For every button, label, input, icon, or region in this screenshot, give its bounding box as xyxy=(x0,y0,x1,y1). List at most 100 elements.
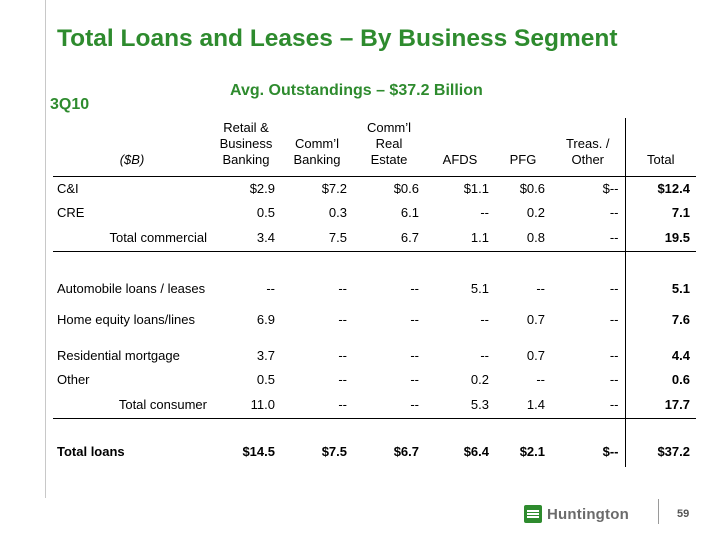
column-header-total: Total xyxy=(624,118,696,177)
table-cell: 1.4 xyxy=(495,391,551,419)
table-row-other: Other 0.5 -- -- 0.2 -- -- 0.6 xyxy=(53,367,696,392)
table-cell: -- xyxy=(338,348,347,364)
table-cell: 1.1 xyxy=(425,224,495,252)
huntington-logo: Huntington xyxy=(524,505,629,523)
left-divider-line xyxy=(45,0,46,498)
column-header-treas-other: Treas. / Other xyxy=(551,118,625,177)
total-cell: 17.7 xyxy=(624,391,696,419)
table-row-automobile: Automobile loans / leases -- -- -- 5.1 -… xyxy=(53,269,696,308)
table-cell: 0.3 xyxy=(328,205,347,221)
total-cell: 4.4 xyxy=(624,343,696,368)
table-cell: $2.1 xyxy=(519,444,545,460)
spacer-row xyxy=(53,418,696,437)
row-label: Residential mortgage xyxy=(57,348,180,364)
table-cell: -- xyxy=(609,281,619,297)
table-cell: -- xyxy=(609,348,619,364)
column-header-pfg: PFG xyxy=(495,118,551,177)
table-cell: 3.4 xyxy=(211,224,281,252)
page-number-divider xyxy=(658,499,659,524)
page-subtitle: Avg. Outstandings – $37.2 Billion xyxy=(230,82,483,99)
page-number: 59 xyxy=(677,508,690,520)
table-cell: 11.0 xyxy=(211,391,281,419)
table-cell: $0.6 xyxy=(393,181,419,197)
table-cell: -- xyxy=(353,391,425,419)
table-label-header: ($B) xyxy=(53,118,211,177)
row-label: Other xyxy=(57,372,90,388)
table-cell: 0.2 xyxy=(470,372,489,388)
table-row-residential-mortgage: Residential mortgage 3.7 -- -- -- 0.7 --… xyxy=(53,343,696,368)
table-cell: -- xyxy=(551,391,625,419)
table-cell: $6.7 xyxy=(393,444,419,460)
total-cell: 7.1 xyxy=(624,200,696,225)
table-cell: 0.7 xyxy=(526,348,545,364)
total-cell: $37.2 xyxy=(624,436,696,467)
column-header-comml-real-estate: Comm’l Real Estate xyxy=(353,118,425,177)
table-row-total-consumer: Total consumer 11.0 -- -- 5.3 1.4 -- 17.… xyxy=(53,391,696,419)
page-title: Total Loans and Leases – By Business Seg… xyxy=(57,25,618,52)
table-cell: 5.3 xyxy=(425,391,495,419)
table-cell: 0.5 xyxy=(256,205,275,221)
table-cell: $7.5 xyxy=(321,444,347,460)
row-label: CRE xyxy=(57,205,85,221)
table-cell: 7.5 xyxy=(281,224,353,252)
table-cell: $-- xyxy=(602,444,619,460)
logo-wordmark: Huntington xyxy=(547,505,629,523)
table-cell: -- xyxy=(480,205,489,221)
row-label: Automobile loans / leases xyxy=(57,281,206,297)
table-cell: -- xyxy=(338,281,347,297)
table-cell: 0.2 xyxy=(526,205,545,221)
table-cell: -- xyxy=(410,372,419,388)
table-cell: -- xyxy=(536,372,545,388)
row-label: Total commercial xyxy=(53,224,211,252)
table-cell: 6.7 xyxy=(353,224,425,252)
huntington-bars-icon xyxy=(524,505,542,523)
loans-by-segment-table: ($B) Retail & Business Banking Comm’l Banki… xyxy=(53,118,696,467)
table-cell: -- xyxy=(410,348,419,364)
total-cell: 19.5 xyxy=(624,224,696,252)
table-cell: 0.8 xyxy=(495,224,551,252)
table-cell: $7.2 xyxy=(321,181,347,197)
table-cell: $2.9 xyxy=(249,181,275,197)
table-cell: -- xyxy=(609,372,619,388)
total-cell: 5.1 xyxy=(624,269,696,308)
total-cell: $12.4 xyxy=(624,176,696,201)
table-cell: $14.5 xyxy=(242,444,275,460)
table-cell: -- xyxy=(480,348,489,364)
total-cell: 0.6 xyxy=(624,367,696,392)
period-label: 3Q10 xyxy=(50,96,90,113)
table-cell: -- xyxy=(338,372,347,388)
table-cell: -- xyxy=(551,224,625,252)
table-cell: -- xyxy=(266,281,275,297)
table-cell: $6.4 xyxy=(463,444,489,460)
column-header-comml-banking: Comm’l Banking xyxy=(281,118,353,177)
table-cell: -- xyxy=(410,312,419,328)
table-cell: -- xyxy=(281,391,353,419)
row-label: C&I xyxy=(57,181,79,197)
table-cell: -- xyxy=(609,312,619,328)
table-cell: 0.5 xyxy=(256,372,275,388)
column-header-retail-business-banking: Retail & Business Banking xyxy=(211,118,281,177)
column-header-afds: AFDS xyxy=(425,118,495,177)
row-label: Home equity loans/lines xyxy=(57,312,196,328)
table-cell: -- xyxy=(480,312,489,328)
table-row-cre: CRE 0.5 0.3 6.1 -- 0.2 -- 7.1 xyxy=(53,200,696,225)
table-cell: 3.7 xyxy=(256,348,275,364)
spacer-row xyxy=(53,251,696,270)
table-row-total-commercial: Total commercial 3.4 7.5 6.7 1.1 0.8 -- … xyxy=(53,224,696,252)
table-cell: $1.1 xyxy=(463,181,489,197)
table-cell: 5.1 xyxy=(470,281,489,297)
row-label: Total loans xyxy=(57,444,125,460)
table-cell: 6.9 xyxy=(256,312,275,328)
spacer-row xyxy=(53,331,696,344)
table-cell: -- xyxy=(410,281,419,297)
table-cell: $-- xyxy=(602,181,619,197)
table-row-ci: C&I $2.9 $7.2 $0.6 $1.1 $0.6 $-- $12.4 xyxy=(53,176,696,201)
table-row-total-loans: Total loans $14.5 $7.5 $6.7 $6.4 $2.1 $-… xyxy=(53,436,696,467)
table-header-row: ($B) Retail & Business Banking Comm’l Banki… xyxy=(53,118,696,177)
total-cell: 7.6 xyxy=(624,307,696,332)
table-cell: 6.1 xyxy=(400,205,419,221)
table-cell: -- xyxy=(609,205,619,221)
table-cell: 0.7 xyxy=(526,312,545,328)
table-row-home-equity: Home equity loans/lines 6.9 -- -- -- 0.7… xyxy=(53,307,696,332)
table-cell: -- xyxy=(536,281,545,297)
